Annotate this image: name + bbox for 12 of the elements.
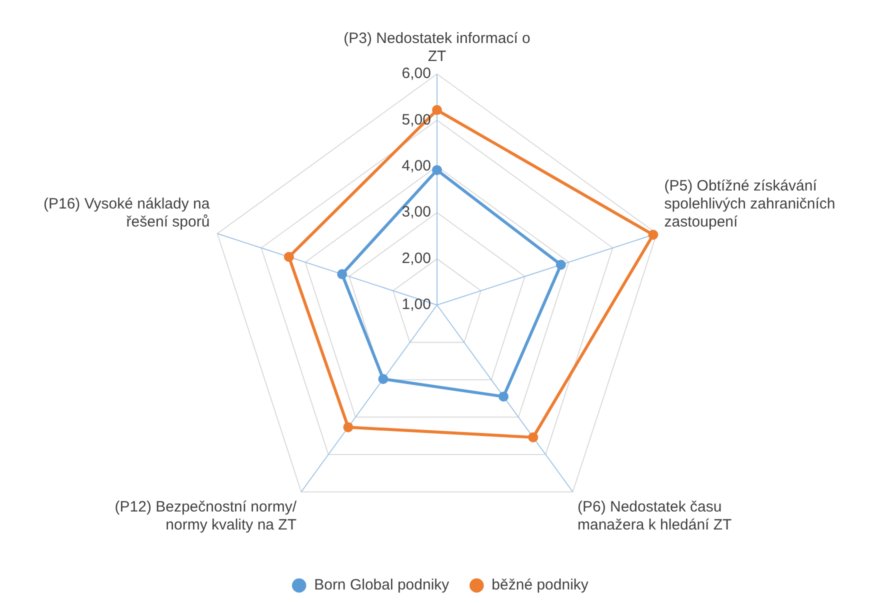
legend-label: Born Global podniky [314, 576, 450, 594]
y-tick-label: 2,00 [402, 250, 431, 267]
spoke-label: (P12) Bezpečnostní normy/ normy kvality na ZT [114, 498, 298, 534]
spoke-label: (P5) Obtížné získávání spolehlivých zahraničních zastoupení [664, 177, 836, 230]
spoke-label: (P3) Nedostatek informací o ZT [344, 30, 530, 66]
spoke-label: (P16) Vysoké náklady na řešení sporů [43, 195, 210, 230]
spoke-label: (P6) Nedostatek času manažera k hledání ZT [577, 498, 732, 534]
y-tick-label: 4,00 [402, 158, 431, 175]
y-tick-label: 3,00 [402, 204, 431, 221]
y-tick-label: 1,00 [402, 296, 431, 314]
y-tick-label: 6,00 [402, 65, 431, 82]
legend-label: běžné podniky [492, 576, 589, 594]
